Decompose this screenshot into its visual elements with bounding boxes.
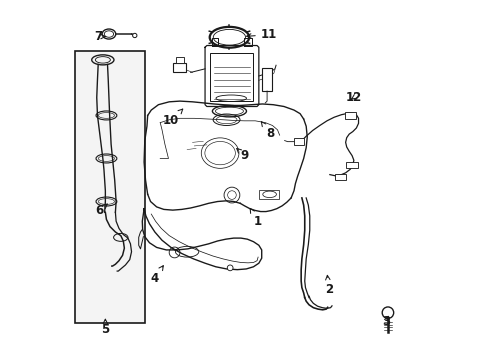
Text: 4: 4 bbox=[150, 266, 163, 285]
Bar bbox=[210, 53, 252, 101]
Text: 9: 9 bbox=[236, 149, 248, 162]
Text: 2: 2 bbox=[324, 275, 332, 296]
Bar bbox=[258, 190, 278, 199]
Bar bbox=[346, 162, 357, 168]
Bar bbox=[175, 57, 183, 63]
Text: 1: 1 bbox=[250, 208, 262, 228]
Bar bbox=[335, 174, 346, 180]
Text: 7: 7 bbox=[94, 30, 105, 43]
Text: 11: 11 bbox=[246, 28, 276, 41]
Bar bbox=[75, 51, 145, 323]
Text: 5: 5 bbox=[101, 319, 109, 336]
Bar bbox=[261, 68, 272, 91]
Circle shape bbox=[227, 265, 233, 271]
Text: 8: 8 bbox=[261, 122, 274, 140]
Bar bbox=[293, 138, 304, 145]
Bar bbox=[172, 63, 186, 72]
Circle shape bbox=[132, 33, 137, 38]
Text: 12: 12 bbox=[345, 91, 361, 104]
Bar bbox=[344, 112, 355, 119]
Text: 10: 10 bbox=[163, 109, 183, 127]
Text: 3: 3 bbox=[381, 315, 389, 328]
Text: 6: 6 bbox=[95, 204, 107, 217]
